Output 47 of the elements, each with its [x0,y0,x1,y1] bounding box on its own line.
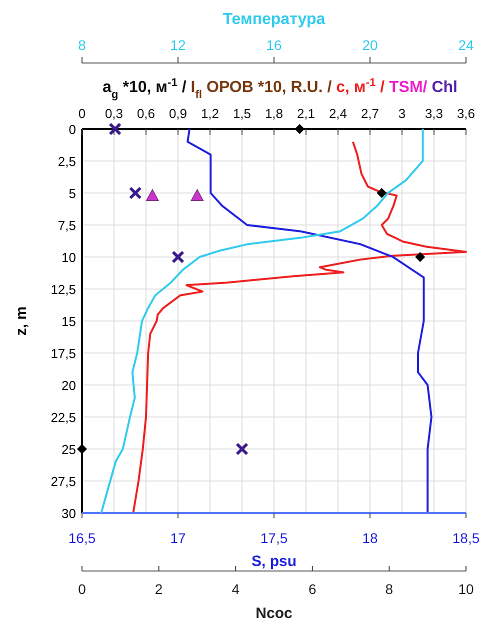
x2-tick-label: 2,7 [360,106,380,121]
y-tick-label: 22,5 [50,410,76,425]
x2-tick-label: 3,3 [424,106,444,121]
y-tick-label: 25 [62,442,76,457]
x2-tick-label: 12 [170,37,186,53]
x2-tick-label: 16 [266,37,282,53]
x2-axis-title: Температура [222,11,326,28]
x-tick-label: 18,5 [452,530,480,546]
text: a$_{g}$ *10, м$^{-1}$ / I$_{fl}$ ОРОВ *10, R.U. / c, м$^{-1}$ / TSM/ Chl [102,77,458,101]
line-series [186,128,432,514]
y-tick-label: 10 [62,250,76,265]
x-tick-label: 6 [308,581,316,597]
y-tick-label: 7,5 [58,218,76,233]
x-tick-label: 8 [385,581,394,597]
y-tick-label: 12,5 [50,282,76,297]
x2-tick-label: 1,2 [200,106,220,121]
x2-tick-label: 1,5 [232,106,252,121]
x2-tick-label: 1,8 [264,106,284,121]
x-tick-label: 17,5 [260,530,288,546]
x2-tick-label: 2,4 [328,106,348,121]
x-axis-title: Ncoc [256,605,292,622]
y-tick-label: 0 [68,122,76,137]
x2-tick-label: 2,1 [296,106,316,121]
x2-tick-label: 0,3 [104,106,124,121]
x-axis-title: S, psu [251,553,297,570]
y-tick-label: 15 [62,314,76,329]
y-tick-label: 30 [62,506,76,521]
x2-tick-label: 0,6 [136,106,156,121]
x2-tick-label: 8 [78,37,86,53]
y-tick-label: 5 [68,186,76,201]
x2-tick-label: 20 [362,37,378,53]
x-tick-label: 10 [458,581,474,597]
x-tick-label: 17 [170,530,186,546]
x2-tick-label: 3,6 [456,106,476,121]
x2-tick-label: 24 [458,37,474,53]
x-tick-label: 4 [232,581,240,597]
y-tick-label: 2,5 [58,154,76,169]
y-axis-title: z, m [13,306,30,336]
x2-tick-label: 0 [78,106,86,121]
y-tick-label: 17,5 [50,346,76,361]
x-tick-label: 16,5 [68,530,96,546]
x-tick-label: 18 [362,530,378,546]
x2-tick-label: 3 [398,106,406,121]
y-tick-label: 27,5 [50,474,76,489]
y-tick-label: 20 [62,378,76,393]
x-tick-label: 2 [154,581,163,597]
x2-tick-label: 0,9 [168,106,188,121]
